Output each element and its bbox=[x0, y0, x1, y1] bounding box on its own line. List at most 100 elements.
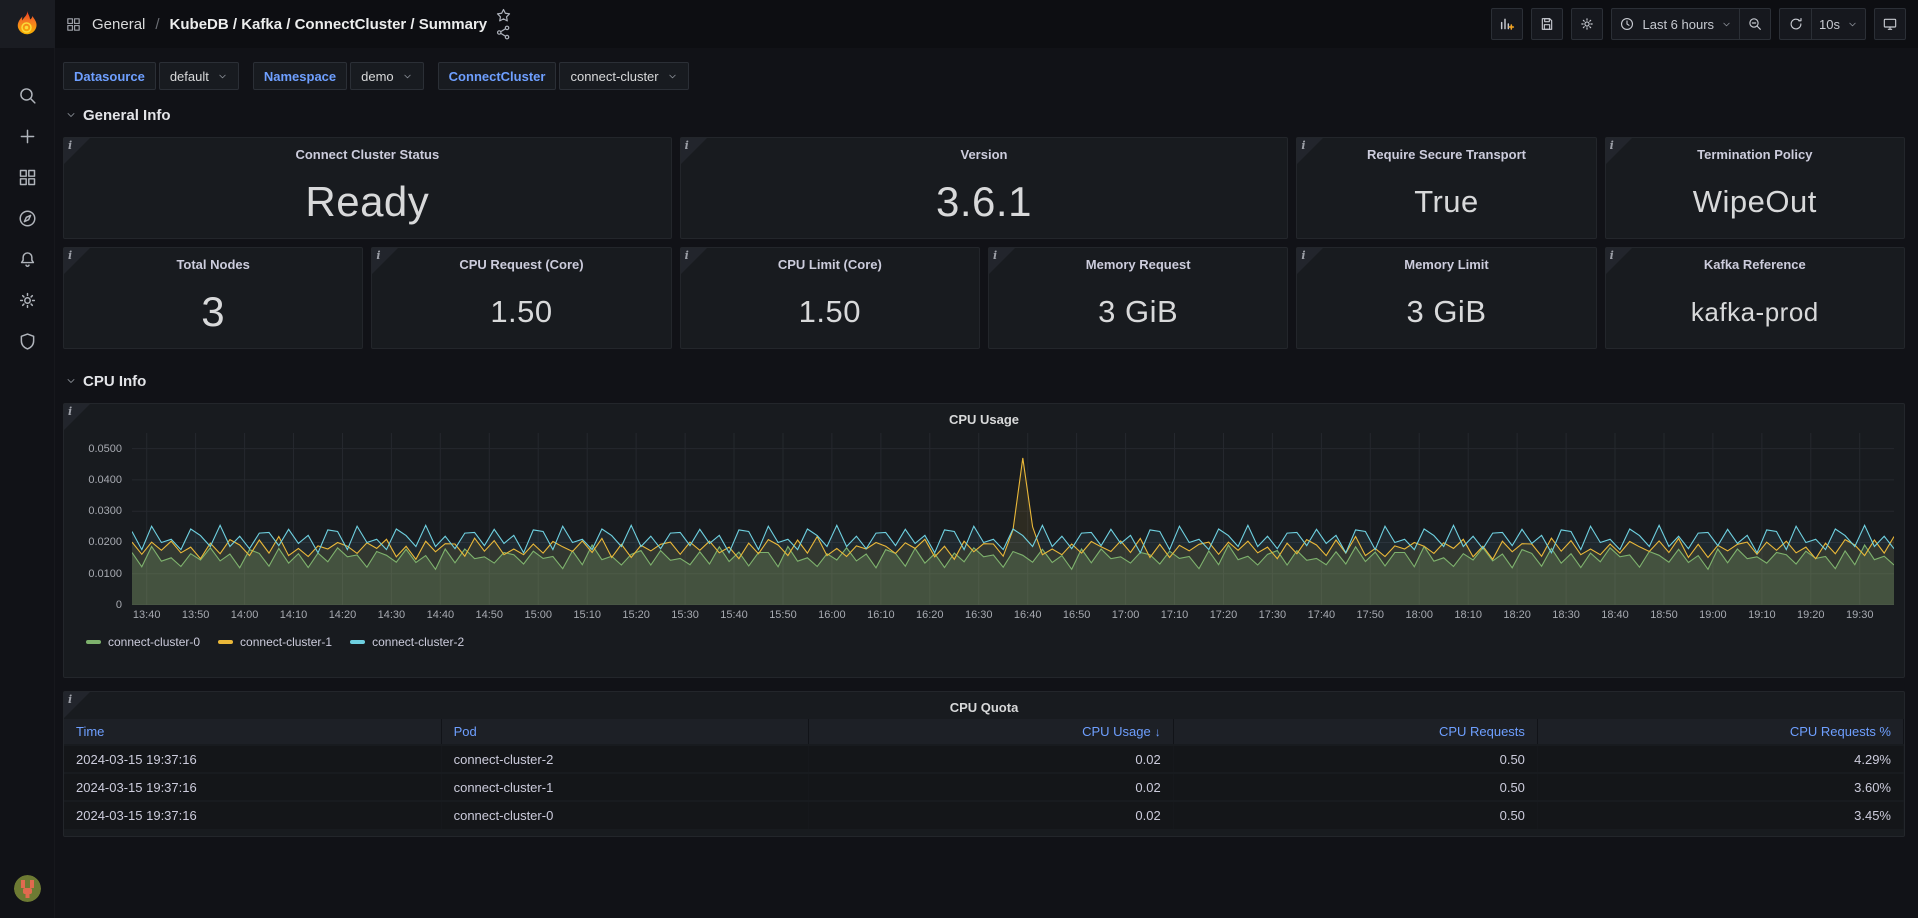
sidebar-item-configuration[interactable] bbox=[9, 287, 45, 313]
cpu-quota-table: Time Pod CPU Usage ↓ CPU Requests CPU Request… bbox=[64, 719, 1905, 829]
breadcrumb-section[interactable]: General bbox=[92, 15, 146, 33]
stat-title[interactable]: Memory Limit bbox=[1404, 257, 1489, 272]
stat-title[interactable]: Version bbox=[960, 147, 1008, 162]
sidebar-item-create[interactable] bbox=[9, 123, 45, 149]
save-dashboard-button[interactable] bbox=[1531, 8, 1564, 40]
chevron-down-icon bbox=[217, 71, 228, 82]
column-header-cpu-requests[interactable]: CPU Requests bbox=[1173, 719, 1538, 745]
x-axis-label: 15:40 bbox=[720, 609, 748, 621]
button-label: Last 6 hours bbox=[1642, 16, 1715, 32]
variable-label: Datasource bbox=[63, 62, 156, 90]
grafana-logo[interactable] bbox=[0, 0, 55, 48]
gear-icon bbox=[1579, 16, 1595, 32]
stat-value: WipeOut bbox=[1692, 184, 1817, 219]
sidebar-item-explore[interactable] bbox=[9, 205, 45, 231]
x-axis-label: 18:30 bbox=[1552, 609, 1580, 621]
x-axis-label: 18:40 bbox=[1601, 609, 1629, 621]
x-axis-label: 15:20 bbox=[622, 609, 650, 621]
compass-icon bbox=[17, 208, 38, 229]
panel-info-icon[interactable]: i bbox=[680, 138, 707, 164]
stat-panel: i Version 3.6.1 bbox=[679, 137, 1289, 239]
section-general-info[interactable]: General Info bbox=[65, 103, 1905, 127]
time-range-picker[interactable]: Last 6 hours bbox=[1611, 8, 1740, 40]
table-row: 2024-03-15 19:37:16 connect-cluster-1 0.02… bbox=[64, 772, 1905, 801]
stat-title[interactable]: CPU Request (Core) bbox=[459, 257, 584, 272]
monitor-icon bbox=[1882, 16, 1898, 32]
panel-info-icon[interactable]: i bbox=[1605, 248, 1632, 274]
panel-info-icon[interactable]: i bbox=[64, 404, 90, 430]
toolbar-group: 10s bbox=[1779, 8, 1866, 40]
stat-title[interactable]: CPU Limit (Core) bbox=[777, 257, 882, 272]
panel-info-icon[interactable]: i bbox=[680, 248, 707, 274]
sidebar-item-alerting[interactable] bbox=[9, 246, 45, 272]
sort-desc-icon: ↓ bbox=[1154, 725, 1161, 739]
share-button[interactable] bbox=[495, 24, 512, 41]
sidebar-item-dashboards[interactable] bbox=[9, 164, 45, 190]
tv-mode-button[interactable] bbox=[1874, 8, 1906, 40]
stat-title[interactable]: Memory Request bbox=[1085, 257, 1191, 272]
refresh-interval-select[interactable]: 10s bbox=[1811, 8, 1866, 40]
sidebar bbox=[0, 0, 55, 918]
variable-value: default bbox=[169, 68, 209, 84]
legend-item[interactable]: connect-cluster-2 bbox=[350, 635, 464, 649]
sidebar-item-search[interactable] bbox=[9, 82, 45, 108]
panel-info-icon[interactable]: i bbox=[1297, 248, 1324, 274]
x-axis-label: 17:20 bbox=[1209, 609, 1238, 621]
panel-info-icon[interactable]: i bbox=[989, 248, 1015, 274]
stat-panel: i Termination Policy WipeOut bbox=[1604, 137, 1905, 239]
zoom-out-icon bbox=[1747, 16, 1763, 32]
stat-panel: i CPU Request (Core) 1.50 bbox=[371, 247, 672, 349]
grafana-flame-icon bbox=[17, 11, 37, 35]
x-axis-label: 17:30 bbox=[1258, 609, 1287, 621]
x-axis-label: 19:20 bbox=[1797, 609, 1825, 621]
dashboard-title[interactable]: KubeDB / Kafka / ConnectCluster / Summar… bbox=[169, 15, 488, 33]
x-axis-label: 15:30 bbox=[671, 609, 699, 621]
add-panel-button[interactable] bbox=[1491, 8, 1524, 40]
column-header-pod[interactable]: Pod bbox=[441, 719, 810, 745]
dashboard-settings-button[interactable] bbox=[1571, 8, 1604, 40]
zoom-out-button[interactable] bbox=[1739, 8, 1772, 40]
y-axis-label: 0.0100 bbox=[88, 567, 122, 580]
column-header-time[interactable]: Time bbox=[64, 719, 442, 745]
panel-info-icon[interactable]: i bbox=[64, 248, 90, 274]
table-cell: 3.60% bbox=[1537, 772, 1905, 801]
legend-item[interactable]: connect-cluster-0 bbox=[86, 635, 200, 649]
chart-legend: connect-cluster-0 connect-cluster-1 connec… bbox=[86, 635, 1894, 649]
panel-info-icon[interactable]: i bbox=[64, 692, 90, 718]
variable-value: demo bbox=[361, 68, 394, 84]
x-axis-label: 18:50 bbox=[1650, 609, 1678, 621]
stat-title[interactable]: Total Nodes bbox=[176, 257, 250, 272]
panel-info-icon[interactable]: i bbox=[64, 138, 90, 164]
panel-title[interactable]: CPU Usage bbox=[948, 412, 1020, 427]
panel-info-icon[interactable]: i bbox=[1297, 138, 1324, 164]
variable-value-dropdown[interactable]: connect-cluster bbox=[559, 62, 689, 90]
user-avatar[interactable] bbox=[13, 875, 41, 902]
table-cell: 3.45% bbox=[1537, 800, 1905, 829]
favorite-star-button[interactable] bbox=[495, 7, 512, 24]
section-cpu-info[interactable]: CPU Info bbox=[65, 369, 1905, 393]
column-header-cpu-usage[interactable]: CPU Usage ↓ bbox=[808, 719, 1174, 745]
apps-icon bbox=[17, 167, 38, 188]
refresh-button[interactable] bbox=[1779, 8, 1812, 40]
x-axis-label: 14:30 bbox=[377, 609, 406, 621]
x-axis-label: 16:50 bbox=[1062, 609, 1091, 621]
stat-title[interactable]: Require Secure Transport bbox=[1367, 147, 1526, 162]
plot-area[interactable] bbox=[132, 433, 1894, 605]
sidebar-item-server-admin[interactable] bbox=[9, 328, 45, 354]
stat-title[interactable]: Connect Cluster Status bbox=[295, 147, 440, 162]
legend-swatch bbox=[86, 640, 101, 644]
stat-title[interactable]: Termination Policy bbox=[1697, 147, 1813, 162]
variable-value-dropdown[interactable]: demo bbox=[350, 62, 424, 90]
panel-title[interactable]: CPU Quota bbox=[949, 700, 1019, 715]
sidebar-nav bbox=[9, 82, 45, 354]
variable-value-dropdown[interactable]: default bbox=[158, 62, 239, 90]
x-axis-label: 17:00 bbox=[1111, 609, 1140, 621]
stat-title[interactable]: Kafka Reference bbox=[1703, 257, 1806, 272]
y-axis-label: 0.0500 bbox=[88, 442, 122, 455]
legend-item[interactable]: connect-cluster-1 bbox=[218, 635, 332, 649]
column-header-cpu-requests-[interactable]: CPU Requests % bbox=[1537, 719, 1905, 745]
y-axis-label: 0.0200 bbox=[88, 536, 122, 549]
panel-info-icon[interactable]: i bbox=[372, 248, 399, 274]
panel-info-icon[interactable]: i bbox=[1605, 138, 1632, 164]
main-area: General / KubeDB / Kafka / ConnectCluste… bbox=[55, 0, 1918, 918]
